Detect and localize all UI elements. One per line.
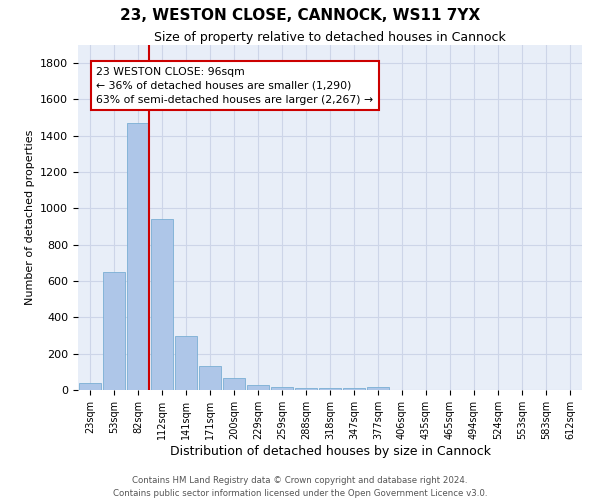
- Text: 23, WESTON CLOSE, CANNOCK, WS11 7YX: 23, WESTON CLOSE, CANNOCK, WS11 7YX: [120, 8, 480, 22]
- Bar: [199, 366, 221, 390]
- Text: 23 WESTON CLOSE: 96sqm
← 36% of detached houses are smaller (1,290)
63% of semi-: 23 WESTON CLOSE: 96sqm ← 36% of detached…: [96, 67, 373, 105]
- X-axis label: Distribution of detached houses by size in Cannock: Distribution of detached houses by size …: [170, 444, 491, 458]
- Bar: [319, 388, 341, 390]
- Bar: [367, 388, 389, 390]
- Text: Contains HM Land Registry data © Crown copyright and database right 2024.
Contai: Contains HM Land Registry data © Crown c…: [113, 476, 487, 498]
- Bar: [151, 220, 173, 390]
- Bar: [271, 388, 293, 390]
- Bar: [295, 388, 317, 390]
- Bar: [103, 272, 125, 390]
- Bar: [343, 388, 365, 390]
- Bar: [223, 378, 245, 390]
- Title: Size of property relative to detached houses in Cannock: Size of property relative to detached ho…: [154, 31, 506, 44]
- Bar: [79, 382, 101, 390]
- Y-axis label: Number of detached properties: Number of detached properties: [25, 130, 35, 305]
- Bar: [127, 123, 149, 390]
- Bar: [247, 386, 269, 390]
- Bar: [175, 336, 197, 390]
